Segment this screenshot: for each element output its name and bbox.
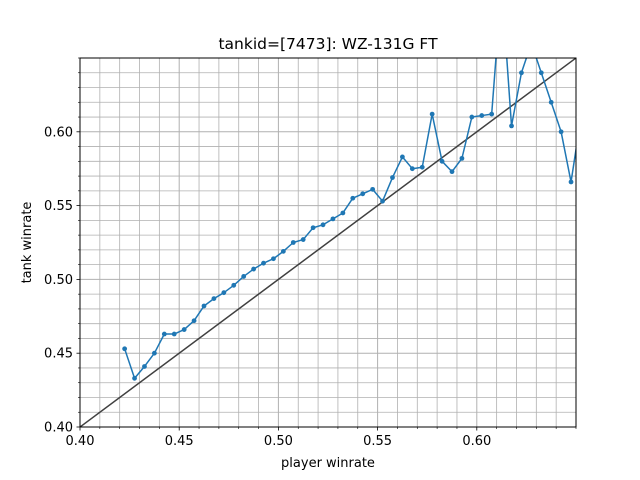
data-point bbox=[568, 179, 574, 185]
data-point bbox=[122, 346, 128, 352]
grid bbox=[79, 57, 577, 428]
x-tick-label: 0.60 bbox=[462, 434, 491, 449]
data-point bbox=[310, 225, 316, 231]
data-point bbox=[340, 210, 346, 216]
x-tick-label: 0.55 bbox=[363, 434, 392, 449]
data-point bbox=[201, 303, 207, 309]
y-tick-label: 0.40 bbox=[44, 421, 73, 436]
data-point bbox=[370, 186, 376, 192]
y-tick-label: 0.60 bbox=[44, 125, 73, 140]
data-point bbox=[509, 123, 514, 129]
data-point bbox=[261, 260, 266, 266]
data-point bbox=[469, 114, 475, 120]
data-point bbox=[538, 70, 544, 76]
x-tick-label: 0.45 bbox=[165, 434, 194, 449]
data-point bbox=[330, 216, 336, 222]
data-point bbox=[181, 327, 187, 332]
data-point bbox=[211, 296, 217, 301]
plot-area bbox=[80, 58, 576, 427]
data-point bbox=[479, 113, 485, 118]
x-tick-label: 0.50 bbox=[264, 434, 293, 449]
data-point bbox=[251, 266, 256, 272]
data-point bbox=[191, 318, 197, 324]
data-point bbox=[439, 158, 445, 164]
data-point bbox=[429, 111, 435, 117]
data-point bbox=[241, 274, 247, 279]
data-point bbox=[380, 198, 385, 204]
data-point bbox=[290, 240, 296, 245]
data-point bbox=[350, 195, 356, 201]
data-point bbox=[489, 111, 495, 117]
axis-ticks: 0.40 0.45 0.50 0.55 0.60 0.40 0.45 0.50 0.55 0.60 bbox=[44, 57, 577, 449]
x-tick-label: 0.40 bbox=[66, 434, 95, 449]
data-point bbox=[419, 164, 425, 170]
data-point bbox=[171, 331, 177, 337]
data-point bbox=[409, 166, 415, 172]
data-point bbox=[161, 331, 167, 337]
data-point bbox=[132, 375, 137, 381]
data-point bbox=[400, 154, 405, 160]
data-point bbox=[221, 290, 227, 296]
x-axis-label: player winrate bbox=[281, 456, 375, 471]
y-tick-label: 0.45 bbox=[44, 347, 73, 362]
data-point bbox=[320, 222, 326, 228]
y-tick-label: 0.50 bbox=[44, 273, 73, 288]
data-point bbox=[152, 350, 157, 356]
data-point bbox=[390, 175, 395, 180]
data-point bbox=[360, 191, 366, 197]
data-point bbox=[142, 364, 147, 369]
data-point bbox=[449, 169, 455, 175]
data-point bbox=[300, 237, 306, 242]
data-point bbox=[548, 99, 554, 105]
plot-frame bbox=[79, 57, 577, 428]
data-point bbox=[231, 282, 237, 288]
chart-title: tankid=[7473]: WZ-131G FT bbox=[218, 35, 438, 53]
reference-line bbox=[80, 58, 576, 427]
y-tick-label: 0.55 bbox=[44, 199, 73, 214]
data-point bbox=[280, 248, 286, 254]
data-point bbox=[459, 155, 465, 161]
data-point bbox=[271, 256, 276, 262]
data-point bbox=[519, 70, 524, 76]
y-axis-label: tank winrate bbox=[20, 202, 35, 284]
data-point bbox=[558, 129, 564, 135]
